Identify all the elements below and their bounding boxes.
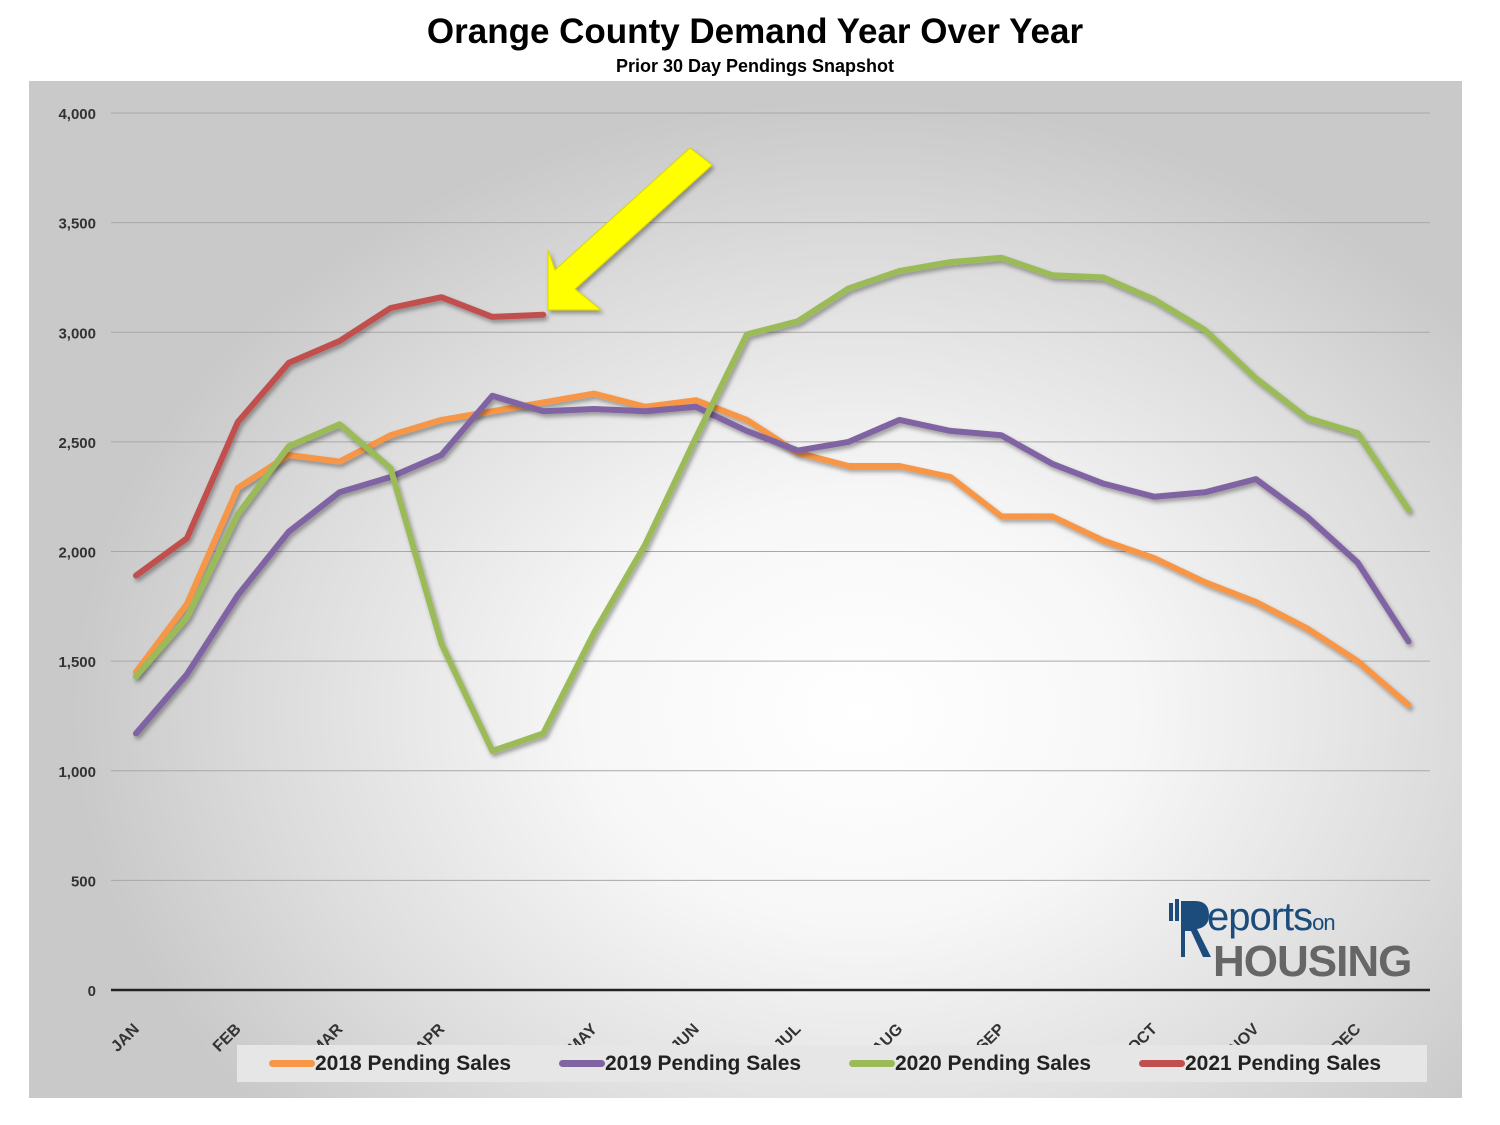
legend-label: 2018 Pending Sales	[315, 1051, 512, 1075]
y-tick-label: 1,500	[58, 654, 96, 671]
legend-item: 2021 Pending Sales	[1139, 1045, 1381, 1082]
legend-item: 2018 Pending Sales	[269, 1045, 511, 1082]
logo-top-text: eports	[1207, 895, 1313, 939]
legend-swatch	[849, 1060, 895, 1067]
annotation-arrow-icon	[547, 147, 713, 311]
legend-label: 2020 Pending Sales	[895, 1051, 1092, 1075]
y-tick-label: 4,000	[58, 106, 96, 123]
logo-mark-icon	[1169, 899, 1211, 957]
legend-label: 2021 Pending Sales	[1185, 1051, 1382, 1075]
chart-subtitle: Prior 30 Day Pendings Snapshot	[615, 56, 895, 76]
logo-on-text: on	[1312, 910, 1336, 935]
y-tick-label: 1,000	[58, 764, 96, 781]
y-tick-label: 0	[88, 983, 96, 1000]
legend-swatch	[269, 1060, 315, 1067]
series-line-2019	[133, 392, 1412, 737]
legend-label: 2019 Pending Sales	[605, 1051, 802, 1075]
y-tick-label: 3,500	[58, 216, 96, 233]
logo-bottom-text: HOUSING	[1213, 937, 1412, 986]
legend-swatch	[1139, 1060, 1185, 1067]
y-tick-label: 3,000	[58, 325, 96, 342]
y-tick-label: 500	[71, 873, 96, 890]
legend: 2018 Pending Sales 2019 Pending Sales 2020…	[237, 1045, 1427, 1082]
y-tick-label: 2,500	[58, 435, 96, 452]
legend-item: 2020 Pending Sales	[849, 1045, 1091, 1082]
legend-swatch	[559, 1060, 605, 1067]
y-tick-label: 2,000	[58, 545, 96, 562]
legend-item: 2019 Pending Sales	[559, 1045, 801, 1082]
series-line-2020	[133, 254, 1412, 754]
series-line-2021	[133, 294, 547, 579]
chart-title: Orange County Demand Year Over Year	[426, 12, 1084, 51]
series-line-2018	[133, 390, 1412, 708]
x-tick-label: JAN	[108, 1021, 143, 1056]
reports-on-housing-logo: eportson HOUSING	[1165, 895, 1415, 986]
